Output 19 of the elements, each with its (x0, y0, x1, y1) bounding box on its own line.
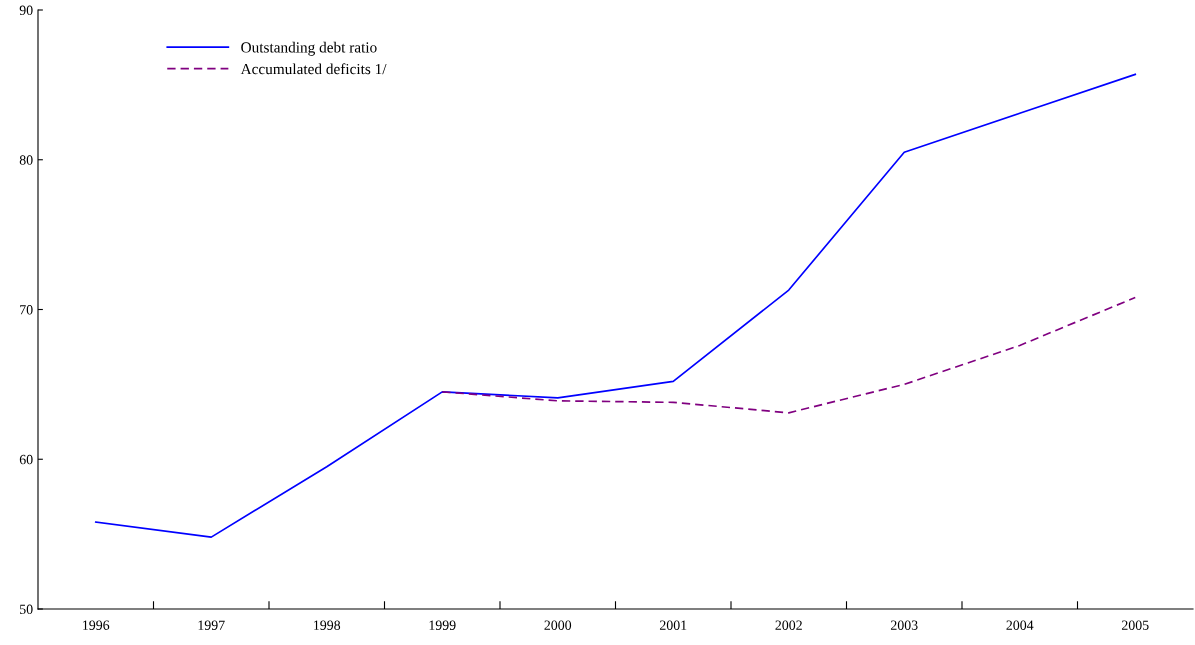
x-tick-label: 1998 (314, 620, 341, 630)
x-tick-label: 2003 (890, 620, 918, 630)
x-tick-label: 2005 (1121, 620, 1149, 630)
line-series (94, 73, 1137, 538)
x-tick-label: 2002 (775, 620, 802, 630)
line-series (441, 296, 1137, 414)
x-tick-label: 1999 (429, 620, 456, 630)
y-tick-label: 70 (20, 305, 33, 315)
x-tick-label: 2001 (659, 620, 687, 630)
x-tick-label: 2000 (544, 620, 572, 630)
y-tick-label: 80 (19, 155, 33, 165)
x-tick-label: 2004 (1006, 620, 1034, 630)
y-tick-label: 60 (19, 454, 33, 465)
x-tick-label: 1996 (83, 620, 110, 630)
y-tick-label: 50 (20, 604, 33, 614)
legend-label: Outstanding debt ratio (241, 41, 377, 56)
y-tick-label: 90 (19, 5, 33, 15)
legend-label: Accumulated deficits 1/ (240, 63, 387, 75)
x-tick-label: 1997 (198, 620, 225, 630)
